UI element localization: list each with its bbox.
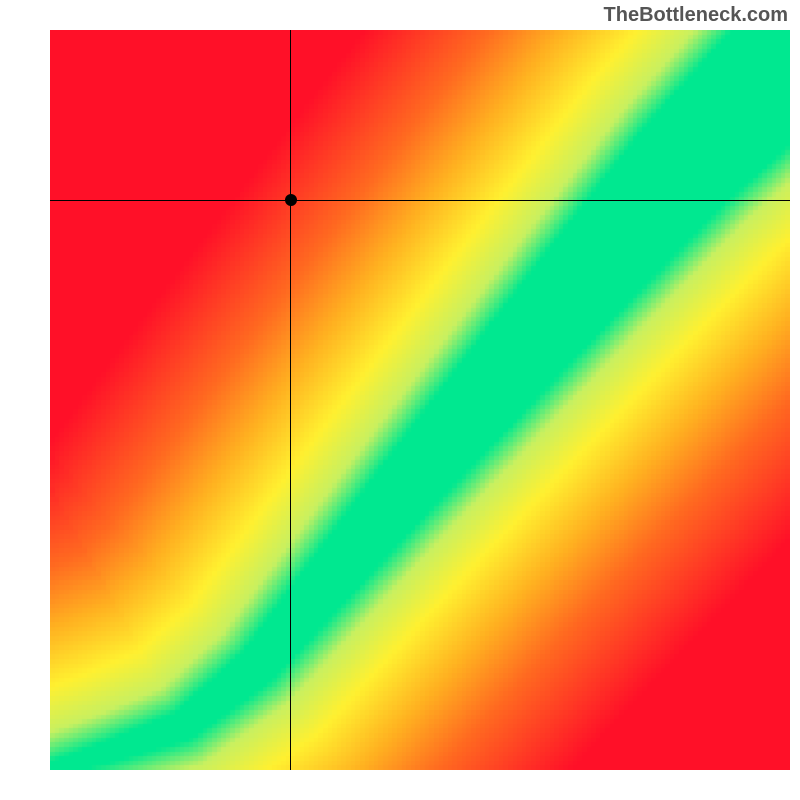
chart-container: TheBottleneck.com xyxy=(0,0,800,800)
crosshair-marker xyxy=(285,194,297,206)
heatmap-plot xyxy=(50,30,790,770)
watermark-label: TheBottleneck.com xyxy=(604,4,788,27)
crosshair-vertical xyxy=(290,30,291,770)
crosshair-horizontal xyxy=(50,200,790,201)
heatmap-canvas xyxy=(50,30,790,770)
